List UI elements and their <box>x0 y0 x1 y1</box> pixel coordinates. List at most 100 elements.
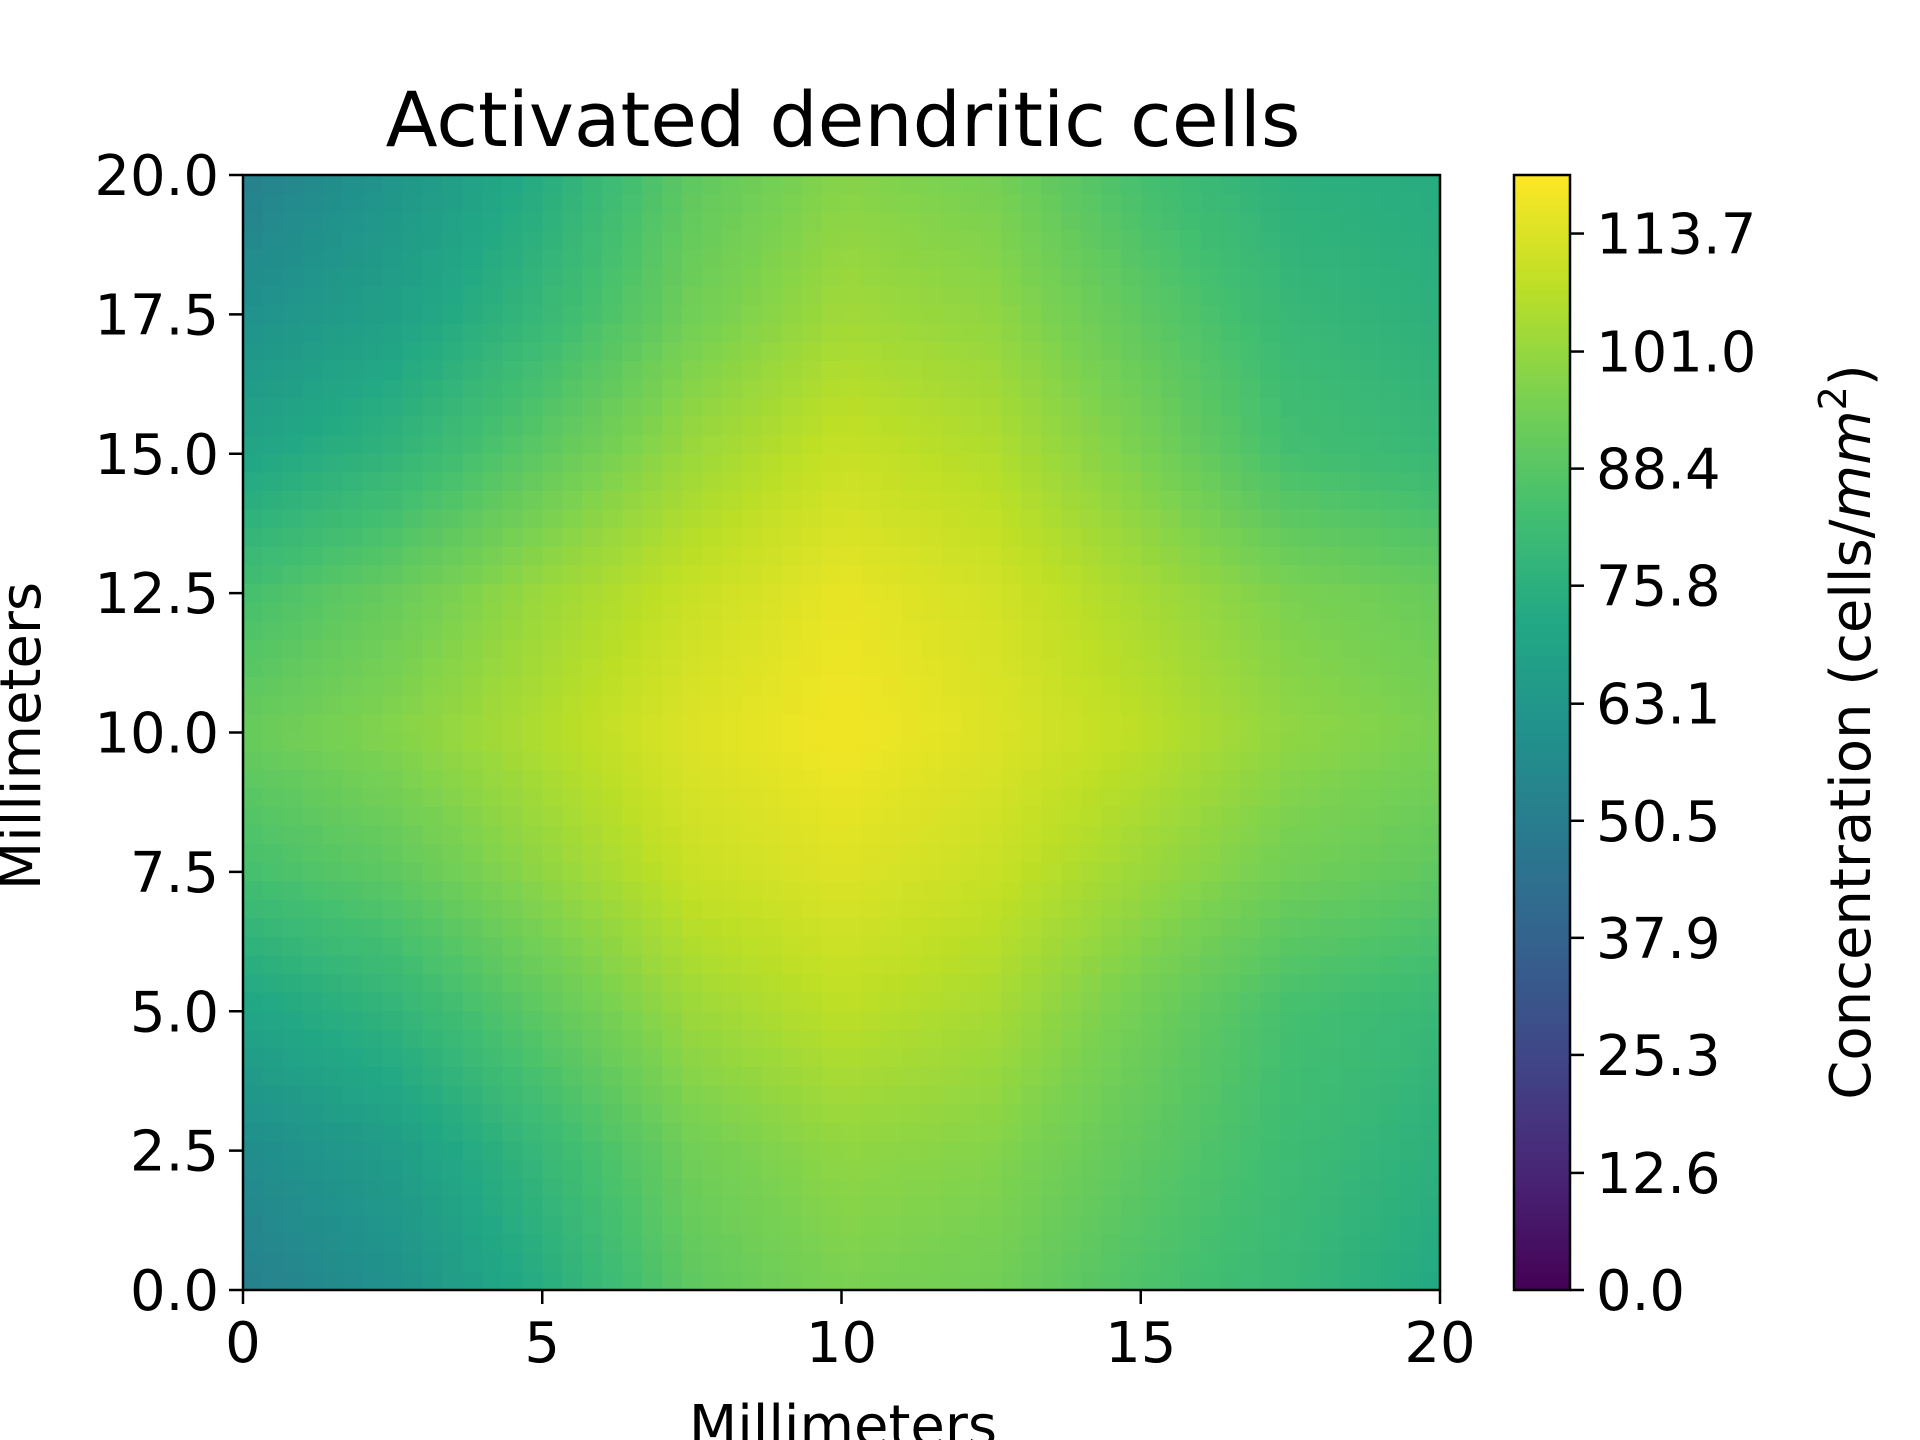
heatmap-cell <box>1380 453 1401 473</box>
heatmap-cell <box>921 1104 942 1124</box>
heatmap-cell <box>781 1085 803 1105</box>
heatmap-cell <box>861 1048 882 1068</box>
heatmap-cell <box>642 1215 663 1235</box>
heatmap-cell <box>1021 936 1042 957</box>
heatmap-cell <box>342 713 364 734</box>
heatmap-cell <box>801 955 823 975</box>
colorbar-label: Concentration (cells/mm2) <box>1811 364 1884 1099</box>
heatmap-cell <box>1120 788 1142 808</box>
heatmap-cell <box>1041 267 1062 288</box>
heatmap-cell <box>562 769 583 789</box>
heatmap-cell <box>362 1234 384 1254</box>
heatmap-cell <box>1240 955 1262 975</box>
heatmap-cell <box>1300 1104 1321 1124</box>
heatmap-cell <box>1320 862 1341 882</box>
heatmap-cell <box>1280 1271 1301 1291</box>
heatmap-cell <box>362 602 384 622</box>
heatmap-cell <box>1160 416 1182 436</box>
heatmap-cell <box>881 583 902 604</box>
heatmap-cell <box>1380 936 1401 957</box>
heatmap-cell <box>1180 602 1202 622</box>
heatmap-cell <box>921 583 942 604</box>
heatmap-cell <box>1420 453 1441 473</box>
heatmap-cell <box>1260 175 1281 195</box>
heatmap-cell <box>1300 1159 1321 1180</box>
heatmap-cell <box>622 342 643 362</box>
heatmap-cell <box>1041 732 1062 752</box>
heatmap-cell <box>562 844 583 864</box>
heatmap-cell <box>402 769 424 789</box>
heatmap-cell <box>402 1011 424 1031</box>
heatmap-cell <box>422 639 444 659</box>
heatmap-cell <box>1021 583 1042 604</box>
heatmap-cell <box>482 695 503 715</box>
heatmap-cell <box>941 825 962 845</box>
heatmap-cell <box>901 323 922 343</box>
heatmap-cell <box>1240 1067 1262 1087</box>
heatmap-cell <box>522 416 543 436</box>
heatmap-cell <box>941 602 962 622</box>
heatmap-cell <box>1380 1029 1401 1050</box>
heatmap-cell <box>1180 193 1202 213</box>
heatmap-cell <box>1260 379 1281 399</box>
heatmap-cell <box>1380 1085 1401 1105</box>
heatmap-cell <box>1080 398 1102 418</box>
heatmap-cell <box>921 1197 942 1217</box>
heatmap-cell <box>1420 546 1441 566</box>
heatmap-cell <box>1300 193 1321 213</box>
heatmap-cell <box>701 862 723 882</box>
heatmap-cell <box>582 1234 603 1254</box>
heatmap-cell <box>382 323 404 343</box>
heatmap-cell <box>1240 1178 1262 1198</box>
heatmap-cell <box>1021 955 1042 975</box>
heatmap-cell <box>981 193 1002 213</box>
heatmap-cell <box>522 323 543 343</box>
heatmap-cell <box>1380 1252 1401 1273</box>
heatmap-cell <box>961 1085 982 1105</box>
heatmap-cell <box>442 955 464 975</box>
heatmap-cell <box>941 398 962 418</box>
heatmap-cell <box>1100 695 1122 715</box>
heatmap-cell <box>1400 193 1421 213</box>
heatmap-cell <box>622 881 643 901</box>
heatmap-cell <box>1420 918 1441 938</box>
heatmap-cell <box>1260 844 1281 864</box>
heatmap-cell <box>961 639 982 659</box>
heatmap-cell <box>1100 509 1122 529</box>
heatmap-cell <box>1200 1122 1222 1142</box>
heatmap-cell <box>1240 1141 1262 1161</box>
heatmap-cell <box>322 713 344 734</box>
heatmap-cell <box>1180 212 1202 232</box>
heatmap-cell <box>1100 1234 1122 1254</box>
heatmap-cell <box>462 546 483 566</box>
heatmap-cell <box>243 323 264 343</box>
heatmap-cell <box>1041 788 1062 808</box>
heatmap-cell <box>921 286 942 306</box>
heatmap-cell <box>721 844 743 864</box>
heatmap-cell <box>821 881 843 901</box>
heatmap-cell <box>1200 305 1222 325</box>
heatmap-cell <box>342 175 364 195</box>
heatmap-cell <box>302 323 324 343</box>
heatmap-cell <box>681 565 703 585</box>
heatmap-cell <box>1340 509 1361 529</box>
heatmap-cell <box>961 713 982 734</box>
heatmap-cell <box>1300 769 1321 789</box>
heatmap-cell <box>1120 1215 1142 1235</box>
heatmap-cell <box>861 453 882 473</box>
heatmap-cell <box>1160 249 1182 269</box>
heatmap-cell <box>861 1215 882 1235</box>
heatmap-cell <box>901 695 922 715</box>
heatmap-cell <box>801 936 823 957</box>
heatmap-cell <box>602 379 623 399</box>
heatmap-cell <box>462 844 483 864</box>
heatmap-cell <box>602 583 623 604</box>
heatmap-cell <box>1400 360 1421 381</box>
heatmap-cell <box>1060 490 1082 511</box>
heatmap-cell <box>721 936 743 957</box>
heatmap-cell <box>482 249 503 269</box>
heatmap-cell <box>462 509 483 529</box>
heatmap-cell <box>661 639 683 659</box>
heatmap-cell <box>1041 658 1062 678</box>
heatmap-cell <box>1260 695 1281 715</box>
